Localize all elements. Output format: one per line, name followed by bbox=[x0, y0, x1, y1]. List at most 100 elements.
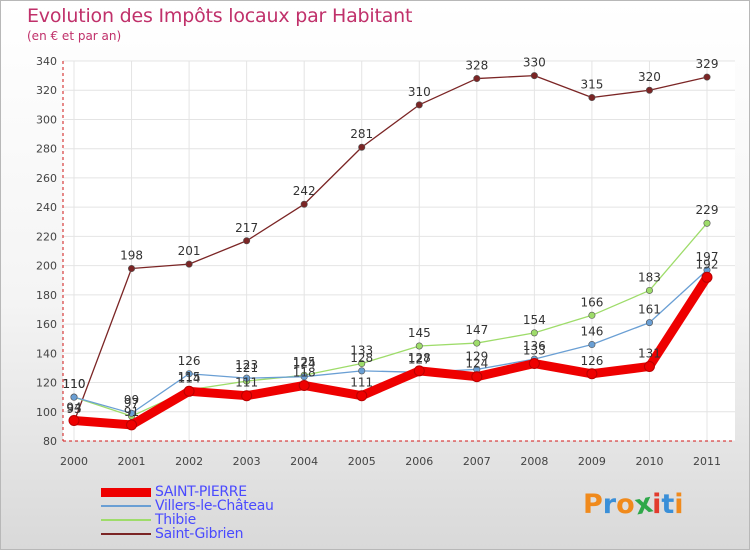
data-label: 121 bbox=[235, 361, 258, 375]
data-point bbox=[643, 360, 655, 372]
legend-swatch bbox=[101, 505, 151, 507]
logo-letter: r bbox=[602, 489, 617, 520]
data-point bbox=[183, 385, 195, 397]
data-label: 126 bbox=[178, 354, 201, 368]
y-tick-label: 320 bbox=[36, 84, 57, 97]
data-label: 97 bbox=[124, 396, 139, 410]
data-label: 114 bbox=[178, 371, 201, 385]
legend-item: SAINT-PIERRE bbox=[101, 484, 351, 500]
series-line-1 bbox=[73, 269, 708, 414]
x-tick-label: 2007 bbox=[463, 455, 491, 468]
legend-label: SAINT-PIERRE bbox=[155, 484, 247, 500]
data-point bbox=[68, 415, 80, 427]
data-point bbox=[241, 390, 253, 402]
data-point bbox=[588, 341, 596, 349]
legend-item: Saint-Gibrien bbox=[101, 526, 351, 542]
data-point bbox=[356, 390, 368, 402]
y-tick-label: 100 bbox=[36, 406, 57, 419]
data-point bbox=[128, 265, 136, 273]
data-label: 315 bbox=[580, 78, 603, 92]
data-label: 91 bbox=[124, 405, 139, 419]
x-tick-label: 2011 bbox=[693, 455, 721, 468]
proxiti-logo: Proxiti bbox=[583, 488, 684, 522]
data-label: 217 bbox=[235, 221, 258, 235]
series-line-0 bbox=[69, 272, 712, 430]
data-point bbox=[703, 219, 711, 227]
data-label: 328 bbox=[465, 59, 488, 73]
data-point bbox=[473, 339, 481, 347]
data-label: 127 bbox=[408, 352, 431, 366]
x-tick-label: 2003 bbox=[233, 455, 261, 468]
data-point bbox=[528, 358, 540, 370]
data-label: 330 bbox=[523, 56, 546, 70]
data-label: 126 bbox=[580, 354, 603, 368]
data-label: 94 bbox=[66, 401, 81, 415]
data-label: 110 bbox=[63, 377, 86, 391]
x-tick-label: 2000 bbox=[60, 455, 88, 468]
data-label: 242 bbox=[293, 184, 316, 198]
x-tick-label: 2005 bbox=[348, 455, 376, 468]
y-tick-label: 120 bbox=[36, 377, 57, 390]
data-point bbox=[243, 237, 251, 245]
data-label: 131 bbox=[638, 346, 661, 360]
y-tick-label: 240 bbox=[36, 201, 57, 214]
data-point bbox=[300, 373, 308, 381]
logo-letter: o bbox=[616, 489, 635, 520]
data-point bbox=[701, 271, 713, 283]
data-point bbox=[530, 329, 538, 337]
data-label: 201 bbox=[178, 244, 201, 258]
data-point bbox=[471, 371, 483, 383]
data-label: 123 bbox=[235, 358, 258, 372]
data-point bbox=[185, 370, 193, 378]
data-label: 128 bbox=[408, 351, 431, 365]
data-point bbox=[645, 319, 653, 327]
logo-letter: i bbox=[652, 489, 662, 520]
x-tick-label: 2001 bbox=[118, 455, 146, 468]
y-tick-label: 160 bbox=[36, 318, 57, 331]
legend-item: Villers-le-Château bbox=[101, 498, 351, 514]
logo-letter: P bbox=[583, 489, 603, 520]
data-point bbox=[300, 200, 308, 208]
data-label: 146 bbox=[580, 325, 603, 339]
data-label: 145 bbox=[408, 326, 431, 340]
legend-item: Thibie bbox=[101, 512, 351, 528]
data-label: 310 bbox=[408, 85, 431, 99]
y-tick-label: 340 bbox=[36, 55, 57, 68]
data-point bbox=[415, 101, 423, 109]
data-point bbox=[358, 143, 366, 151]
data-label: 281 bbox=[350, 127, 373, 141]
data-label: 198 bbox=[120, 249, 143, 263]
data-label: 111 bbox=[350, 376, 373, 390]
data-point bbox=[530, 72, 538, 80]
data-point bbox=[588, 94, 596, 102]
data-label: 154 bbox=[523, 313, 546, 327]
x-tick-label: 2004 bbox=[290, 455, 318, 468]
data-point bbox=[703, 73, 711, 81]
data-label: 124 bbox=[293, 357, 316, 371]
data-point bbox=[298, 379, 310, 391]
logo-letter: t bbox=[661, 489, 675, 520]
data-label: 161 bbox=[638, 303, 661, 317]
data-label: 111 bbox=[235, 376, 258, 390]
x-tick-label: 2008 bbox=[520, 455, 548, 468]
x-tick-label: 2002 bbox=[175, 455, 203, 468]
data-label: 125 bbox=[293, 355, 316, 369]
data-label: 197 bbox=[696, 250, 719, 264]
legend-label: Villers-le-Château bbox=[155, 498, 274, 514]
y-tick-label: 300 bbox=[36, 113, 57, 126]
data-label: 128 bbox=[350, 351, 373, 365]
data-label: 124 bbox=[465, 357, 488, 371]
chart-subtitle: (en € et par an) bbox=[27, 29, 122, 43]
data-point bbox=[185, 260, 193, 268]
data-label: 166 bbox=[580, 295, 603, 309]
data-point bbox=[128, 409, 136, 417]
y-tick-label: 200 bbox=[36, 260, 57, 273]
data-point bbox=[473, 75, 481, 83]
data-point bbox=[415, 342, 423, 350]
legend-label: Thibie bbox=[155, 512, 196, 528]
data-label: 115 bbox=[178, 370, 201, 384]
chart-title: Evolution des Impôts locaux par Habitant bbox=[27, 5, 413, 27]
y-tick-label: 260 bbox=[36, 172, 57, 185]
